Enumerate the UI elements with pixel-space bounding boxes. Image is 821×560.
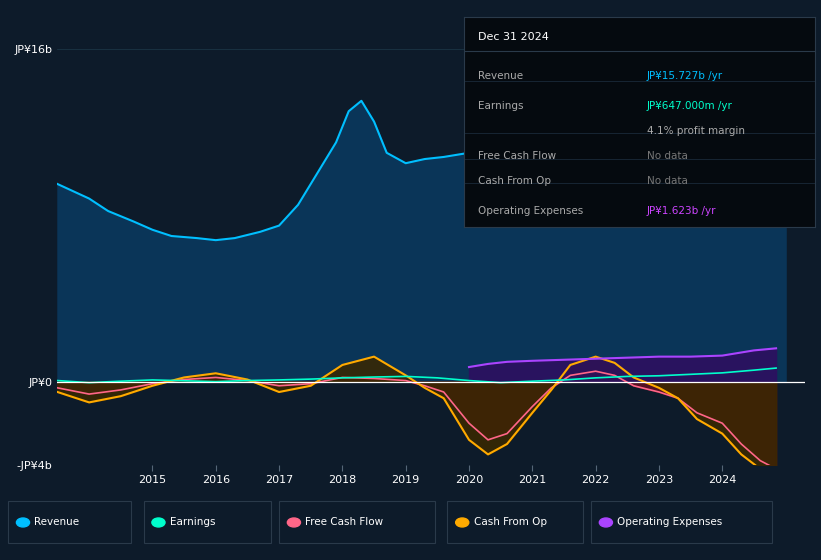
Text: Earnings: Earnings <box>478 101 524 111</box>
Text: Revenue: Revenue <box>34 517 80 528</box>
Text: No data: No data <box>647 151 687 161</box>
Text: JP¥1.623b /yr: JP¥1.623b /yr <box>647 206 716 216</box>
Text: Cash From Op: Cash From Op <box>474 517 547 528</box>
Text: Free Cash Flow: Free Cash Flow <box>478 151 556 161</box>
Text: Cash From Op: Cash From Op <box>478 176 551 186</box>
Text: Revenue: Revenue <box>478 72 523 81</box>
Text: JP¥15.727b /yr: JP¥15.727b /yr <box>647 72 722 81</box>
Text: Dec 31 2024: Dec 31 2024 <box>478 31 548 41</box>
Text: JP¥647.000m /yr: JP¥647.000m /yr <box>647 101 732 111</box>
Text: No data: No data <box>647 176 687 186</box>
Text: 4.1% profit margin: 4.1% profit margin <box>647 126 745 136</box>
Text: Earnings: Earnings <box>170 517 215 528</box>
Text: Free Cash Flow: Free Cash Flow <box>305 517 383 528</box>
Text: Operating Expenses: Operating Expenses <box>478 206 583 216</box>
Text: Operating Expenses: Operating Expenses <box>617 517 722 528</box>
